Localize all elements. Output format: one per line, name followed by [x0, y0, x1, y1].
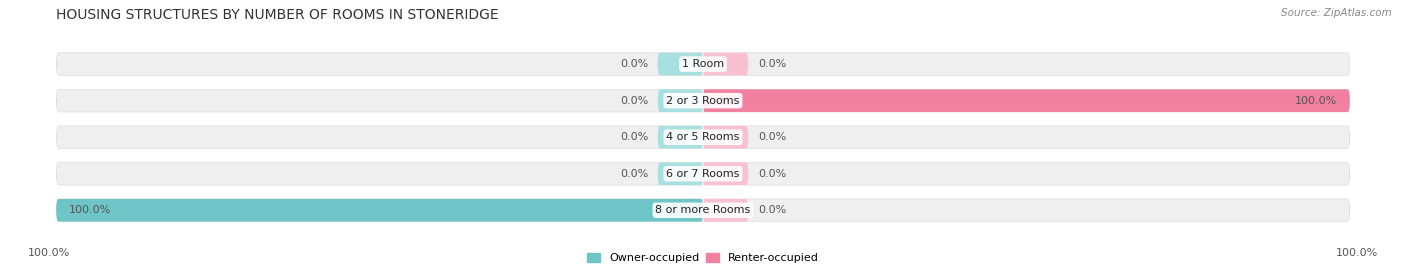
Text: 0.0%: 0.0%: [620, 132, 648, 142]
Text: 4 or 5 Rooms: 4 or 5 Rooms: [666, 132, 740, 142]
Text: HOUSING STRUCTURES BY NUMBER OF ROOMS IN STONERIDGE: HOUSING STRUCTURES BY NUMBER OF ROOMS IN…: [56, 8, 499, 22]
FancyBboxPatch shape: [658, 162, 703, 185]
FancyBboxPatch shape: [56, 199, 703, 222]
FancyBboxPatch shape: [703, 162, 748, 185]
Legend: Owner-occupied, Renter-occupied: Owner-occupied, Renter-occupied: [586, 253, 820, 263]
FancyBboxPatch shape: [703, 199, 748, 222]
FancyBboxPatch shape: [658, 126, 703, 148]
FancyBboxPatch shape: [56, 126, 1350, 148]
FancyBboxPatch shape: [703, 53, 748, 75]
Text: 100.0%: 100.0%: [69, 205, 111, 215]
Text: 0.0%: 0.0%: [620, 96, 648, 106]
Text: 8 or more Rooms: 8 or more Rooms: [655, 205, 751, 215]
Text: 1 Room: 1 Room: [682, 59, 724, 69]
FancyBboxPatch shape: [56, 162, 1350, 185]
Text: 100.0%: 100.0%: [1336, 248, 1378, 258]
Text: Source: ZipAtlas.com: Source: ZipAtlas.com: [1281, 8, 1392, 18]
Text: 0.0%: 0.0%: [758, 59, 786, 69]
Text: 0.0%: 0.0%: [758, 205, 786, 215]
Text: 0.0%: 0.0%: [758, 132, 786, 142]
FancyBboxPatch shape: [658, 53, 703, 75]
Text: 100.0%: 100.0%: [1295, 96, 1337, 106]
FancyBboxPatch shape: [56, 89, 1350, 112]
Text: 0.0%: 0.0%: [620, 59, 648, 69]
Text: 2 or 3 Rooms: 2 or 3 Rooms: [666, 96, 740, 106]
Text: 100.0%: 100.0%: [28, 248, 70, 258]
Text: 0.0%: 0.0%: [758, 169, 786, 179]
FancyBboxPatch shape: [703, 89, 1350, 112]
Text: 6 or 7 Rooms: 6 or 7 Rooms: [666, 169, 740, 179]
FancyBboxPatch shape: [703, 126, 748, 148]
FancyBboxPatch shape: [56, 199, 1350, 222]
Text: 0.0%: 0.0%: [620, 169, 648, 179]
FancyBboxPatch shape: [658, 89, 703, 112]
FancyBboxPatch shape: [56, 53, 1350, 75]
